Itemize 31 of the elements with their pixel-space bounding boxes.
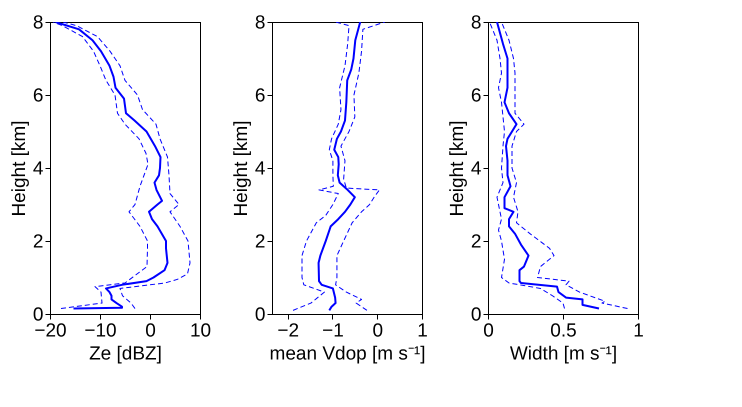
x-tick-label: −2 [277, 320, 300, 342]
x-axis-title: mean Vdop [m s⁻¹] [270, 344, 426, 364]
y-axis-title: Height [km] [8, 120, 30, 217]
y-tick-label: 8 [254, 12, 266, 34]
x-tick-label: −10 [84, 320, 117, 342]
y-tick-label: 6 [254, 86, 266, 106]
line-series [292, 22, 350, 311]
line-series [501, 22, 628, 310]
x-tick-label: 1 [633, 320, 644, 342]
y-tick-label: 4 [32, 158, 44, 180]
x-tick-label: 0.5 [550, 320, 577, 342]
x-tick-label: −1 [322, 320, 344, 342]
x-axis-title: Ze [dBZ] [89, 344, 162, 364]
x-tick-label: 0 [145, 320, 156, 342]
y-tick-label: 6 [470, 86, 482, 106]
y-tick-label: 4 [254, 158, 266, 180]
y-axis-title: Height [km] [446, 120, 468, 217]
x-tick-label: 10 [190, 320, 212, 342]
y-tick-label: 8 [470, 12, 482, 34]
y-tick-label: 2 [32, 232, 44, 252]
y-axis-title: Height [km] [230, 120, 252, 217]
x-axis-title: Width [m s⁻¹] [510, 344, 618, 364]
y-tick-label: 0 [470, 304, 482, 326]
y-tick-label: 2 [470, 232, 482, 252]
y-tick-label: 8 [32, 12, 44, 34]
x-tick-label: 1 [417, 320, 428, 342]
y-tick-label: 6 [32, 86, 44, 106]
x-tick-label: 0 [372, 320, 384, 342]
y-tick-label: 0 [254, 304, 266, 326]
y-tick-label: 2 [254, 232, 266, 252]
y-tick-label: 4 [470, 158, 482, 180]
